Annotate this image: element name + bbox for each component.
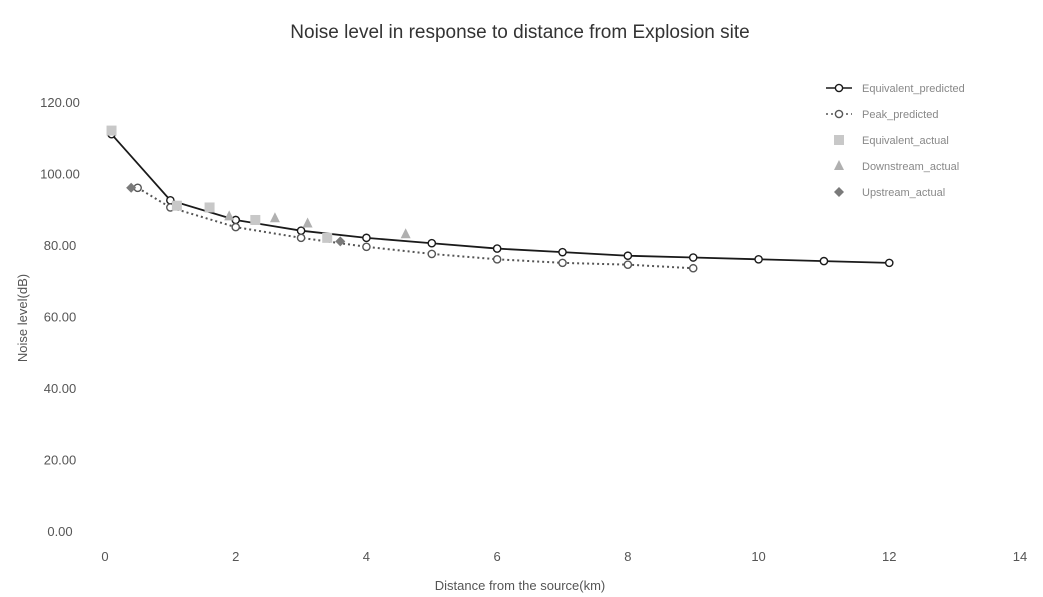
data-point-series-3 bbox=[224, 210, 235, 221]
legend-marker-1 bbox=[834, 109, 844, 119]
data-point-series-4 bbox=[335, 236, 346, 247]
legend-label: Equivalent_predicted bbox=[862, 83, 965, 95]
data-point-series-0 bbox=[296, 226, 306, 235]
data-point-series-1 bbox=[231, 222, 241, 232]
legend-marker-4 bbox=[834, 187, 844, 197]
data-point-series-2 bbox=[204, 202, 215, 213]
chart-title: Noise level in response to distance from… bbox=[290, 22, 749, 43]
data-point-series-3 bbox=[269, 212, 280, 223]
x-tick-label: 2 bbox=[232, 549, 239, 564]
data-point-series-2 bbox=[106, 125, 117, 136]
y-tick-label: 100.00 bbox=[40, 167, 80, 182]
legend-marker-2 bbox=[834, 135, 844, 145]
data-point-series-1 bbox=[688, 263, 698, 273]
y-tick-label: 120.00 bbox=[40, 95, 80, 110]
y-tick-label: 80.00 bbox=[44, 238, 77, 253]
x-tick-label: 10 bbox=[751, 549, 765, 564]
data-point-series-0 bbox=[688, 253, 698, 262]
data-point-series-2 bbox=[322, 232, 333, 243]
data-point-series-0 bbox=[819, 256, 829, 266]
data-point-series-0 bbox=[623, 251, 633, 261]
y-tick-label: 0.00 bbox=[47, 524, 72, 539]
legend-label: Peak_predicted bbox=[862, 109, 938, 121]
legend-label: Equivalent_actual bbox=[862, 135, 949, 147]
data-point-series-2 bbox=[171, 200, 182, 211]
data-point-series-3 bbox=[400, 228, 411, 239]
legend-label: Upstream_actual bbox=[862, 187, 945, 199]
data-point-series-1 bbox=[623, 260, 633, 269]
data-point-series-0 bbox=[558, 247, 567, 257]
y-axis-title: Noise level(dB) bbox=[15, 274, 30, 362]
data-point-series-0 bbox=[492, 244, 502, 253]
data-point-series-0 bbox=[884, 258, 894, 268]
y-tick-label: 60.00 bbox=[44, 310, 77, 325]
data-point-series-1 bbox=[427, 249, 437, 259]
data-point-series-0 bbox=[362, 233, 371, 243]
x-tick-label: 12 bbox=[882, 549, 896, 564]
data-point-series-1 bbox=[296, 233, 306, 243]
legend-marker-3 bbox=[834, 160, 844, 170]
data-point-series-1 bbox=[558, 258, 567, 268]
x-tick-label: 4 bbox=[363, 549, 370, 564]
y-tick-label: 40.00 bbox=[44, 381, 77, 396]
x-tick-label: 6 bbox=[494, 549, 501, 564]
data-point-series-0 bbox=[427, 238, 437, 248]
x-tick-label: 14 bbox=[1013, 549, 1027, 564]
data-point-series-0 bbox=[754, 254, 763, 264]
x-axis-title: Distance from the source(km) bbox=[435, 578, 606, 593]
data-point-series-2 bbox=[250, 214, 261, 225]
legend-label: Downstream_actual bbox=[862, 161, 959, 173]
y-tick-label: 20.00 bbox=[44, 453, 77, 468]
x-tick-label: 0 bbox=[101, 549, 108, 564]
data-point-series-1 bbox=[492, 254, 502, 264]
series-line-1 bbox=[137, 186, 694, 270]
series-line-0 bbox=[110, 133, 890, 264]
data-point-series-1 bbox=[362, 242, 371, 252]
data-point-series-3 bbox=[302, 217, 313, 228]
data-point-series-4 bbox=[126, 182, 137, 193]
legend-marker-0 bbox=[834, 83, 844, 93]
x-tick-label: 8 bbox=[624, 549, 631, 564]
